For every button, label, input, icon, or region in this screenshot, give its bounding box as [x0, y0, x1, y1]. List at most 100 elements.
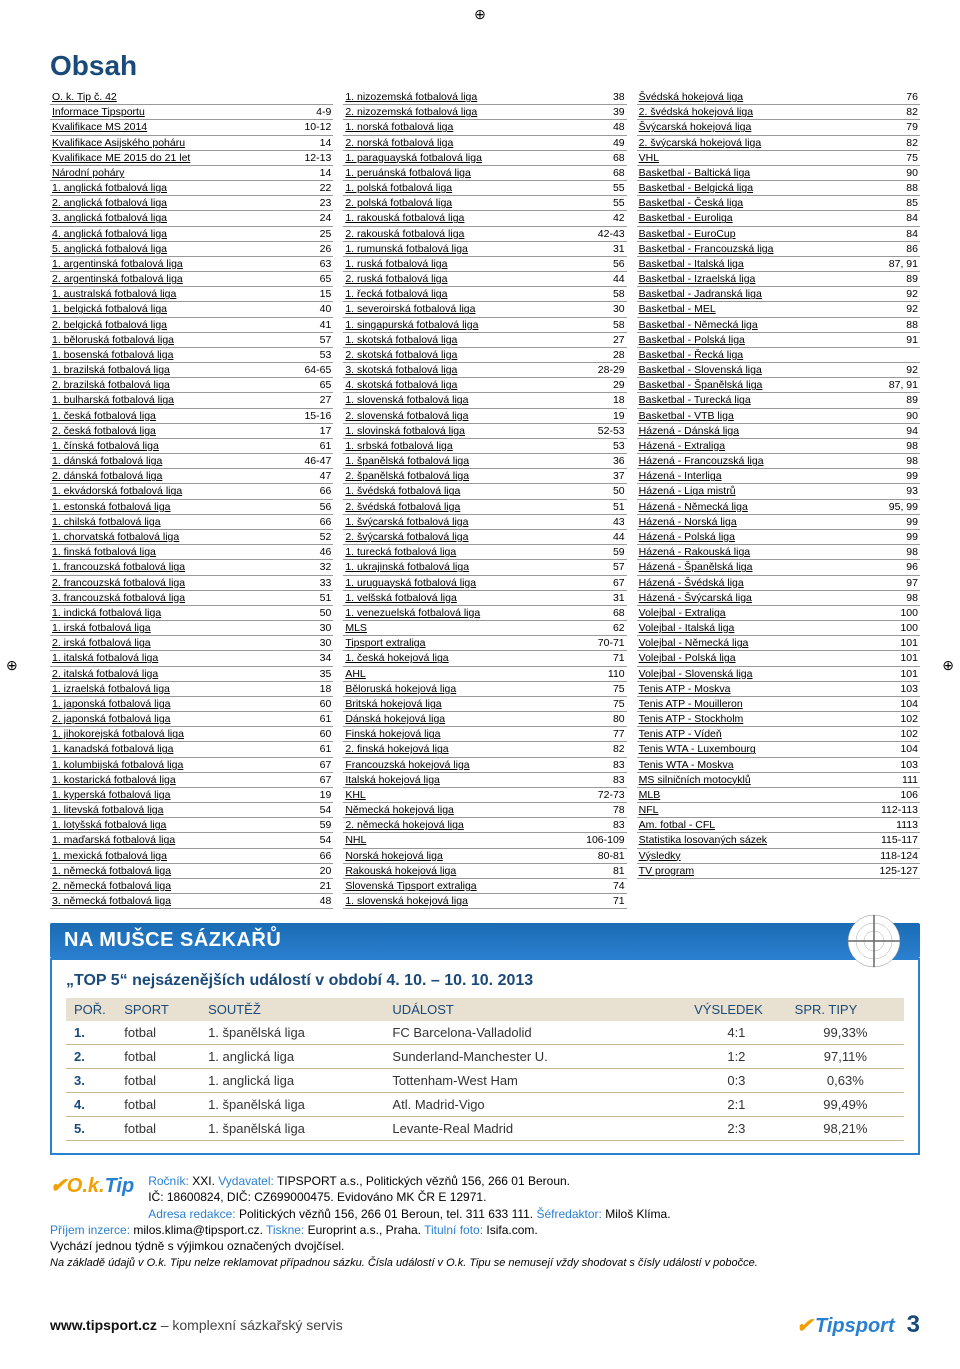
- toc-entry-page: 48: [314, 894, 332, 908]
- toc-entry-name: Basketbal - Slovenská liga: [639, 363, 762, 377]
- toc-entry-name: 1. finská fotbalová liga: [52, 545, 156, 559]
- toc-entry: 1. estonská fotbalová liga56: [50, 500, 333, 515]
- toc-entry-page: 15: [314, 287, 332, 301]
- toc-entry: Tenis ATP - Stockholm102: [637, 712, 920, 727]
- toc-entry-page: 31: [607, 591, 625, 605]
- toc-entry-page: 71: [607, 894, 625, 908]
- toc-entry-page: 80-81: [592, 849, 625, 863]
- toc-entry: 2. švýcarská hokejová liga82: [637, 136, 920, 151]
- toc-entry: 1. ekvádorská fotbalová liga66: [50, 484, 333, 499]
- toc-entry: Kvalifikace MS 201410-12: [50, 120, 333, 135]
- toc-entry-page: 125-127: [873, 864, 918, 878]
- toc-entry: Tipsport extraliga70-71: [343, 636, 626, 651]
- toc-entry-name: 1. švédská fotbalová liga: [345, 484, 460, 498]
- toc-entry-page: 67: [607, 576, 625, 590]
- toc-entry: Basketbal - Euroliga84: [637, 211, 920, 226]
- toc-entry: Házená - Německá liga95, 99: [637, 500, 920, 515]
- toc-entry: Basketbal - Česká liga85: [637, 196, 920, 211]
- toc-entry: 1. lotyšská fotbalová liga59: [50, 818, 333, 833]
- top5-row: 2.fotbal1. anglická ligaSunderland-Manch…: [66, 1045, 904, 1069]
- toc-entry-page: 46: [314, 545, 332, 559]
- toc-entry: 1. švýcarská fotbalová liga43: [343, 515, 626, 530]
- top5-cell: Sunderland-Manchester U.: [384, 1045, 686, 1069]
- toc-entry-page: 75: [607, 697, 625, 711]
- toc-entry-page: 68: [607, 606, 625, 620]
- toc-entry-page: 71: [607, 651, 625, 665]
- toc-entry-page: 58: [607, 287, 625, 301]
- top5-cell: 99,49%: [787, 1093, 904, 1117]
- toc-entry-name: 2. irská fotbalová liga: [52, 636, 151, 650]
- toc-entry: 2. irská fotbalová liga 30: [50, 636, 333, 651]
- toc-entry-page: 68: [607, 151, 625, 165]
- toc-entry-name: Tenis ATP - Moskva: [639, 682, 731, 696]
- toc-entry-page: 38: [607, 90, 625, 104]
- toc-entry: 2. brazilská fotbalová liga65: [50, 378, 333, 393]
- toc-entry: 1. slovenská hokejová liga71: [343, 894, 626, 909]
- toc-entry-name: Britská hokejová liga: [345, 697, 441, 711]
- page-title: Obsah: [50, 50, 920, 82]
- toc-entry: Běloruská hokejová liga75: [343, 682, 626, 697]
- toc-entry-name: 1. severoirská fotbalová liga: [345, 302, 475, 316]
- toc-entry-page: 31: [607, 242, 625, 256]
- section-banner: NA MUŠCE SÁZKAŘŮ: [50, 923, 920, 958]
- toc-entry-name: 1. chorvatská fotbalová liga: [52, 530, 179, 544]
- toc-entry-page: [912, 348, 918, 362]
- toc-entry-name: 1. bosenská fotbalová liga: [52, 348, 173, 362]
- toc-entry-name: NHL: [345, 833, 366, 847]
- toc-entry-name: Házená - Švédská liga: [639, 576, 744, 590]
- imprint-schedule-line: Vychází jednou týdně s výjimkou označený…: [50, 1238, 920, 1254]
- toc-entry: 2. skotská fotbalová liga28: [343, 348, 626, 363]
- toc-entry-name: KHL: [345, 788, 365, 802]
- toc-entry: 5. anglická fotbalová liga26: [50, 242, 333, 257]
- top5-row: 4.fotbal1. španělská ligaAtl. Madrid-Vig…: [66, 1093, 904, 1117]
- top5-cell: FC Barcelona-Valladolid: [384, 1021, 686, 1045]
- top5-cell: 2.: [66, 1045, 116, 1069]
- toc-entry-name: 1. ruská fotbalová liga: [345, 257, 447, 271]
- toc-entry: 1. polská fotbalová liga55: [343, 181, 626, 196]
- toc-entry-name: Tipsport extraliga: [345, 636, 425, 650]
- toc-entry-page: 94: [900, 424, 918, 438]
- toc-entry-page: 80: [607, 712, 625, 726]
- toc-entry-name: Finská hokejová liga: [345, 727, 440, 741]
- toc-entry-page: 106-109: [580, 833, 625, 847]
- toc-entry-name: Slovenská Tipsport extraliga: [345, 879, 476, 893]
- toc-entry: Kvalifikace ME 2015 do 21 let12-13: [50, 151, 333, 166]
- toc-entry-page: 50: [607, 484, 625, 498]
- toc-entry-page: 98: [900, 591, 918, 605]
- top5-cell: 4:1: [686, 1021, 787, 1045]
- toc-entry: 1. chilská fotbalová liga66: [50, 515, 333, 530]
- tipsport-logo: Tipsport: [796, 1313, 894, 1338]
- toc-entry: Basketbal - Řecká liga: [637, 348, 920, 363]
- toc-entry-page: 12-13: [298, 151, 331, 165]
- toc-entry-page: 97: [900, 576, 918, 590]
- toc-entry-page: 67: [314, 758, 332, 772]
- toc-entry-name: 2. švýcarská fotbalová liga: [345, 530, 468, 544]
- toc-entry: Házená - Liga mistrů93: [637, 484, 920, 499]
- toc-entry-page: 76: [900, 90, 918, 104]
- toc-entry-page: 86: [900, 242, 918, 256]
- toc-entry-name: 1. kanadská fotbalová liga: [52, 742, 173, 756]
- toc-entry-name: 1. francouzská fotbalová liga: [52, 560, 185, 574]
- toc-entry-name: Házená - Dánská liga: [639, 424, 739, 438]
- toc-entry-page: 42-43: [592, 227, 625, 241]
- toc-entry-page: 51: [314, 591, 332, 605]
- toc-entry: Basketbal - Belgická liga88: [637, 181, 920, 196]
- toc-entry: 1. irská fotbalová liga30: [50, 621, 333, 636]
- toc-entry: 1. bulharská fotbalová liga27: [50, 393, 333, 408]
- toc-entry-name: Basketbal - Německá liga: [639, 318, 758, 332]
- toc-entry: MLS62: [343, 621, 626, 636]
- top5-cell: 3.: [66, 1069, 116, 1093]
- toc-entry-page: 98: [900, 454, 918, 468]
- toc-entry-name: 3. německá fotbalová liga: [52, 894, 171, 908]
- toc-entry: Tenis WTA - Luxembourg104: [637, 742, 920, 757]
- toc-entry-name: MLS: [345, 621, 367, 635]
- toc-entry-name: 2. švýcarská hokejová liga: [639, 136, 762, 150]
- toc-entry-name: Basketbal - VTB liga: [639, 409, 734, 423]
- top5-header-cell: UDÁLOST: [384, 998, 686, 1021]
- toc-entry-page: 30: [314, 636, 332, 650]
- toc-entry: 1. rumunská fotbalová liga31: [343, 242, 626, 257]
- toc-entry: Basketbal - Polská liga91: [637, 333, 920, 348]
- top5-cell: 1. anglická liga: [200, 1069, 384, 1093]
- toc-entry-page: 18: [314, 682, 332, 696]
- toc-entry: 1. srbská fotbalová liga53: [343, 439, 626, 454]
